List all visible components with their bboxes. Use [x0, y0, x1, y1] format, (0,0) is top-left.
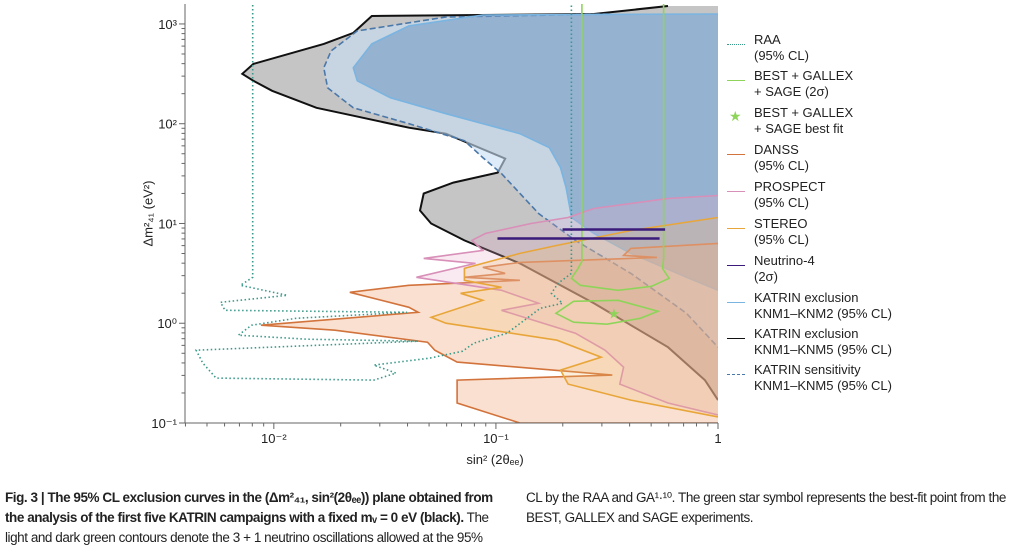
- legend-item-neutrino-4-2: Neutrino-4 (2σ): [722, 253, 1022, 289]
- legend-line-swatch: [727, 265, 745, 266]
- prospect-95-cl-curve: [416, 194, 718, 416]
- legend-line-swatch: [727, 302, 745, 303]
- stereo-95-cl-curve: [428, 216, 718, 418]
- stereo-95-cl-region: [431, 217, 718, 418]
- best-fit-star-icon: ★: [608, 306, 621, 322]
- x-axis-title: sin² (2θₑₑ): [466, 452, 524, 467]
- y-tick-label: 10⁰: [157, 316, 177, 331]
- caption-bold-text: The 95% CL exclusion curves in the (Δm²₄…: [5, 490, 493, 525]
- legend-item-raa-95-cl: RAA (95% CL): [722, 32, 1022, 68]
- katrin-exclusion-knm1-knm2-95-cl-region: [353, 13, 718, 291]
- y-tick-label: 10⁻¹: [151, 416, 177, 431]
- x-tick-label: 10⁻¹: [483, 431, 509, 446]
- legend-item-stereo-95-cl: STEREO (95% CL): [722, 216, 1022, 252]
- y-tick-label: 10¹: [158, 216, 177, 231]
- legend-label: BEST + GALLEX + SAGE best fit: [754, 105, 854, 136]
- exclusion-plot: ★ 10⁻² 10⁻¹ 1 10⁻¹ 10⁰ 10¹ 10² 10³: [151, 4, 722, 446]
- legend-line-swatch: [727, 80, 745, 81]
- caption-body-text: The light and dark green contours denote…: [5, 490, 1006, 545]
- legend-line-swatch: [727, 228, 745, 229]
- legend-label: BEST + GALLEX + SAGE (2σ): [754, 68, 854, 99]
- legend-item-best-gallex-sage-best-fit: ★ BEST + GALLEX + SAGE best fit: [722, 105, 1022, 141]
- danss-95-cl-curve: [260, 242, 718, 423]
- legend-label: KATRIN sensitivity KNM1–KNM5 (95% CL): [754, 362, 892, 393]
- legend-line-swatch: [727, 154, 745, 155]
- y-tick-label: 10³: [158, 17, 177, 32]
- legend-label: Neutrino-4 (2σ): [754, 253, 815, 284]
- y-tick-label: 10²: [158, 117, 177, 132]
- legend-item-best-gallex-sage-2: BEST + GALLEX + SAGE (2σ): [722, 68, 1022, 104]
- star-icon: ★: [729, 108, 742, 124]
- x-tick-label: 1: [714, 431, 721, 446]
- legend-label: DANSS (95% CL): [754, 142, 809, 173]
- best-gallex-sage-2-inner-contour-curve: [554, 299, 661, 326]
- legend-label: KATRIN exclusion KNM1–KNM2 (95% CL): [754, 290, 892, 321]
- legend-label: KATRIN exclusion KNM1–KNM5 (95% CL): [754, 326, 892, 357]
- x-tick-label: 10⁻²: [261, 431, 287, 446]
- legend-line-swatch: [727, 191, 745, 192]
- legend-item-danss-95-cl: DANSS (95% CL): [722, 142, 1022, 178]
- legend-item-katrin-exclusion-knm1-knm5-95-cl: KATRIN exclusion KNM1–KNM5 (95% CL): [722, 326, 1022, 362]
- katrin-exclusion-knm1-knm2-95-cl-curve: [352, 13, 718, 292]
- legend-label: STEREO (95% CL): [754, 216, 809, 247]
- legend-line-swatch: [727, 44, 745, 45]
- legend-line-swatch: [727, 338, 745, 339]
- y-axis-title: Δm²₄₁ (eV²): [140, 180, 156, 247]
- best-gallex-sage-2-curve: [570, 4, 671, 292]
- figure-caption: Fig. 3 | The 95% CL exclusion curves in …: [5, 488, 1015, 548]
- legend-item-prospect-95-cl: PROSPECT (95% CL): [722, 179, 1022, 215]
- legend-label: RAA (95% CL): [754, 32, 809, 63]
- legend-line-swatch: [727, 374, 745, 375]
- legend-item-katrin-sensitivity-knm1-knm5-95-cl: KATRIN sensitivity KNM1–KNM5 (95% CL): [722, 362, 1022, 398]
- legend-label: PROSPECT (95% CL): [754, 179, 826, 210]
- raa-95-cl-curve: [194, 5, 573, 381]
- katrin-sensitivity-knm1-knm5-95-cl-curve: [322, 13, 718, 348]
- legend-item-katrin-exclusion-knm1-knm2-95-cl: KATRIN exclusion KNM1–KNM2 (95% CL): [722, 290, 1022, 326]
- caption-label: Fig. 3 |: [5, 490, 48, 505]
